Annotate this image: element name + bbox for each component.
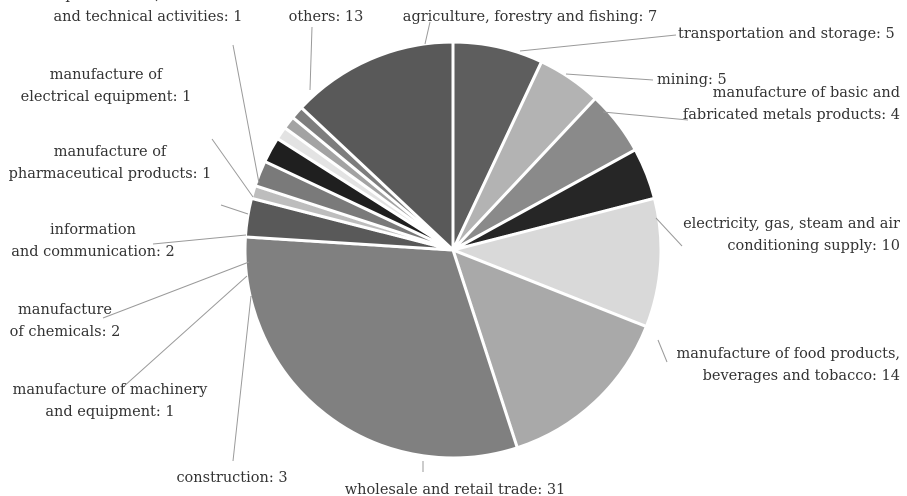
leader-line-manufacture-of-food-products-beverages-and-tobacco [657,339,668,363]
slice-labels: agriculture, forestry and fishing: 7 tran… [9,0,900,496]
leader-line-construction [232,295,252,462]
pie-slice-others [299,40,455,254]
leader-line-transportation-and-storage [519,34,677,52]
slice-label-electricity-gas-steam-and-air-conditioning-supply: electricity, gas, steam and air condition… [683,216,900,254]
slice-label-professional-scientific-and-technical-activities: professional, scientificand technical ac… [54,0,243,25]
slice-label-construction: construction: 3 [176,470,287,486]
pie-slice-electricity-gas-steam-and-air-conditioning-supply [448,196,663,329]
pie-slice-wholesale-and-retail-trade [243,235,520,460]
slice-label-manufacture-of-machinery-and-equipment: manufacture of machinery and equipment: 1 [13,382,209,420]
slice-label-manufacture-of-food-products-beverages-and-tobacco: manufacture of food products, beverages a… [677,346,900,384]
pie-slices [243,40,663,460]
leader-line-manufacture-of-machinery-and-equipment [121,275,248,389]
leader-line-others [309,26,313,91]
slice-label-transportation-and-storage: transportation and storage: 5 [678,26,895,42]
leader-line-manufacture-of-electrical-equipment [211,138,254,198]
leader-line-agriculture-forestry-and-fishing [424,21,431,45]
leader-line-manufacture-of-chemicals [102,261,250,319]
leader-line-manufacture-of-basic-and-fabricated-metals-products [602,111,689,121]
slice-label-wholesale-and-retail-trade: wholesale and retail trade: 31 [345,482,566,496]
slice-label-manufacture-of-pharmaceutical-products: manufacture of pharmaceutical products: 1 [9,144,212,182]
slice-label-others: others: 13 [289,9,364,25]
leader-line-mining [565,73,654,81]
leader-line-electricity-gas-steam-and-air-conditioning-supply [655,217,683,247]
slice-label-information-and-communication: information and communication: 2 [11,222,175,260]
slice-label-manufacture-of-basic-and-fabricated-metals-products: manufacture of basic and fabricated metal… [683,85,900,123]
leader-line-manufacture-of-pharmaceutical-products [220,204,249,215]
leader-line-professional-scientific-and-technical-activities [232,44,260,184]
slice-label-manufacture-of-electrical-equipment: manufacture of electrical equipment: 1 [21,67,192,105]
leader-lines [102,21,689,472]
slice-label-mining: mining: 5 [657,72,727,88]
slice-label-manufacture-of-chemicals: manufacture of chemicals: 2 [10,302,121,340]
leader-line-information-and-communication [152,234,247,245]
slice-label-agriculture-forestry-and-fishing: agriculture, forestry and fishing: 7 [403,9,657,25]
